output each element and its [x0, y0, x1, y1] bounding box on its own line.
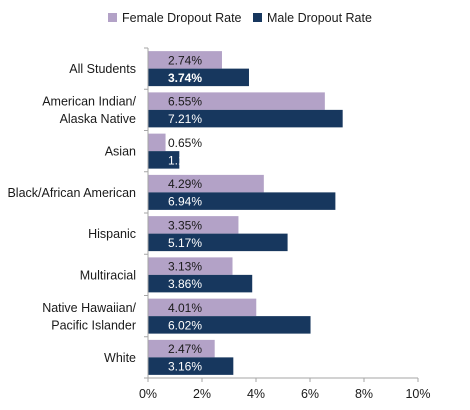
category-label-7-line2: Pacific Islander [51, 318, 136, 332]
bar-s1-c5 [148, 216, 239, 234]
bar-s2-c2 [148, 109, 343, 128]
x-tick-label-5: 10% [405, 387, 430, 401]
bar-s2-c8 [148, 357, 234, 375]
x-tick-label-4: 8% [355, 387, 373, 401]
legend-swatch-2 [253, 13, 262, 22]
x-axis: 0% 2% 4% 6% 8% 10% [139, 47, 431, 401]
bar-s1-c8 [148, 339, 215, 358]
bar-s2-c6 [148, 274, 253, 293]
data-label-s1-c3: 0.65% [168, 136, 202, 150]
category-label-4: Black/African American [7, 186, 136, 200]
x-tick-label-1: 2% [193, 387, 211, 401]
category-label-7-line1: Native Hawaiian/ [42, 301, 136, 315]
category-label-2-line1: American Indian/ [42, 95, 136, 109]
bar-s2-c4 [148, 192, 336, 210]
data-label-s2-c7: 6.02% [168, 318, 202, 332]
bars: 2.74% 3.74% 6.55% 7.21% 0.65% 1.16% 4.29% 6.94%… [148, 51, 343, 375]
data-label-s1-c6: 3.13% [168, 260, 202, 274]
data-label-s2-c4: 6.94% [168, 195, 202, 209]
bar-s1-c6 [148, 257, 233, 275]
category-label-6: Multiracial [80, 268, 136, 282]
legend: Female Dropout Rate Male Dropout Rate [108, 11, 372, 25]
x-tick-label-0: 0% [139, 387, 157, 401]
x-tick-label-2: 4% [247, 387, 265, 401]
bar-s1-c7 [148, 298, 257, 317]
data-label-s2-c2: 7.21% [168, 112, 202, 126]
category-label-1: All Students [69, 62, 136, 76]
category-label-3: Asian [105, 145, 136, 159]
data-label-s1-c2: 6.55% [168, 95, 202, 109]
x-tick-label-3: 6% [301, 387, 319, 401]
data-label-s2-c3: 1.16% [168, 153, 202, 167]
data-label-s1-c5: 3.35% [168, 218, 202, 232]
bar-s2-c1 [148, 68, 249, 87]
bar-s2-c3 [148, 151, 180, 169]
bar-s1-c4 [148, 174, 264, 193]
category-labels: All Students American Indian/Alaska Nativ… [7, 62, 136, 365]
bar-s2-c5 [148, 233, 288, 252]
category-label-2-line2: Alaska Native [60, 112, 136, 126]
data-label-s2-c5: 5.17% [168, 236, 202, 250]
category-label-5: Hispanic [88, 227, 136, 241]
legend-label-2: Male Dropout Rate [267, 11, 372, 25]
legend-label-1: Female Dropout Rate [122, 11, 242, 25]
legend-swatch-1 [108, 13, 117, 22]
data-label-s1-c1: 2.74% [168, 53, 202, 67]
data-label-s1-c8: 2.47% [168, 342, 202, 356]
bar-s2-c7 [148, 316, 311, 334]
data-label-s1-c7: 4.01% [168, 301, 202, 315]
category-label-8: White [104, 351, 136, 365]
data-label-s1-c4: 4.29% [168, 177, 202, 191]
data-label-s2-c6: 3.86% [168, 277, 202, 291]
bar-s1-c3 [148, 133, 166, 152]
bar-s1-c1 [148, 51, 222, 69]
bar-s1-c2 [148, 92, 325, 110]
data-label-s2-c8: 3.16% [168, 360, 202, 374]
data-label-s2-c1: 3.74% [168, 71, 202, 85]
